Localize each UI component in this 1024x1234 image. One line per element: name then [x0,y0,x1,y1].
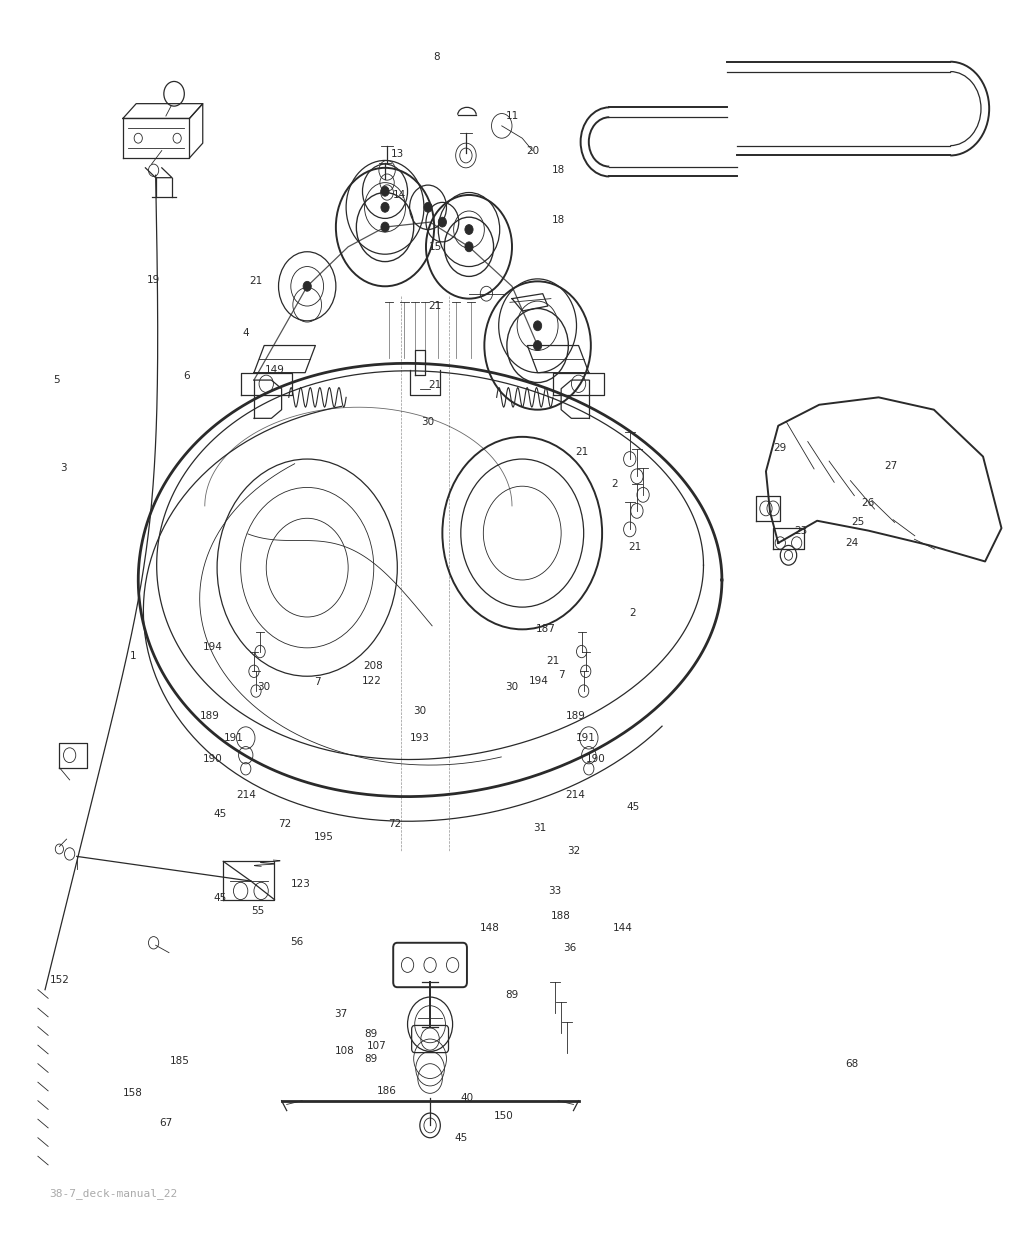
Text: 18: 18 [552,215,564,225]
Text: 4: 4 [243,328,249,338]
Text: 13: 13 [391,149,403,159]
Text: 191: 191 [223,733,244,743]
Text: 185: 185 [170,1056,190,1066]
Text: 108: 108 [335,1046,355,1056]
Text: 56: 56 [291,937,303,946]
Circle shape [303,281,311,291]
Text: 30: 30 [506,682,518,692]
Text: 144: 144 [612,923,633,933]
Text: 38-7_deck-manual_22: 38-7_deck-manual_22 [49,1188,177,1199]
Text: 148: 148 [479,923,500,933]
Text: 36: 36 [563,943,575,953]
Text: 21: 21 [429,380,441,390]
Text: 107: 107 [367,1041,387,1051]
Text: 26: 26 [862,499,874,508]
Text: 1: 1 [130,652,136,661]
Text: 19: 19 [147,275,160,285]
Text: 194: 194 [528,676,549,686]
Text: 89: 89 [365,1029,377,1039]
Text: 150: 150 [494,1111,514,1120]
Text: 214: 214 [236,790,256,800]
Text: 89: 89 [365,1054,377,1064]
Text: 191: 191 [575,733,596,743]
Circle shape [381,222,389,232]
Text: 122: 122 [361,676,382,686]
Text: 189: 189 [200,711,220,721]
Text: 6: 6 [183,371,189,381]
Circle shape [381,186,389,196]
Text: 15: 15 [429,242,441,252]
Text: 2: 2 [611,479,617,489]
Text: 21: 21 [250,276,262,286]
Text: 20: 20 [526,146,539,155]
Text: 149: 149 [264,365,285,375]
Text: 3: 3 [60,463,67,473]
Circle shape [438,217,446,227]
Text: 24: 24 [846,538,858,548]
Text: 14: 14 [393,190,406,200]
Text: 208: 208 [362,661,383,671]
Text: 11: 11 [506,111,518,121]
Text: 30: 30 [414,706,426,716]
Text: 31: 31 [534,823,546,833]
Text: 7: 7 [558,670,564,680]
Text: 190: 190 [203,754,223,764]
Text: 30: 30 [422,417,434,427]
Text: 29: 29 [774,443,786,453]
Text: 2: 2 [630,608,636,618]
Text: 152: 152 [49,975,70,985]
Text: 123: 123 [291,879,311,888]
Text: 21: 21 [429,301,441,311]
Text: 68: 68 [846,1059,858,1069]
Text: 37: 37 [335,1009,347,1019]
Circle shape [534,321,542,331]
Text: 45: 45 [214,810,226,819]
Text: 45: 45 [455,1133,467,1143]
Text: 45: 45 [627,802,639,812]
Text: 5: 5 [53,375,59,385]
Text: 7: 7 [314,677,321,687]
Text: 188: 188 [551,911,571,921]
Circle shape [465,242,473,252]
Text: 194: 194 [203,642,223,652]
Text: 72: 72 [388,819,400,829]
Text: 189: 189 [565,711,586,721]
Text: 21: 21 [547,656,559,666]
Text: 214: 214 [565,790,586,800]
Text: 32: 32 [567,847,580,856]
Text: 190: 190 [586,754,606,764]
Text: 21: 21 [575,447,588,457]
Text: 55: 55 [252,906,264,916]
Text: 33: 33 [549,886,561,896]
Text: 89: 89 [506,990,518,1000]
Circle shape [424,202,432,212]
Circle shape [534,341,542,350]
Text: 186: 186 [377,1086,397,1096]
Text: 40: 40 [461,1093,473,1103]
Text: 67: 67 [160,1118,172,1128]
Text: 8: 8 [433,52,439,62]
Circle shape [465,225,473,234]
Text: 21: 21 [629,542,641,552]
Circle shape [381,202,389,212]
Text: 18: 18 [552,165,564,175]
Text: 187: 187 [536,624,556,634]
Text: 27: 27 [885,462,897,471]
Text: 30: 30 [258,682,270,692]
Text: 72: 72 [279,819,291,829]
Text: 45: 45 [214,893,226,903]
Text: 195: 195 [313,832,334,842]
Text: 25: 25 [852,517,864,527]
Text: 158: 158 [123,1088,143,1098]
Text: 23: 23 [795,526,807,536]
Text: 193: 193 [410,733,430,743]
